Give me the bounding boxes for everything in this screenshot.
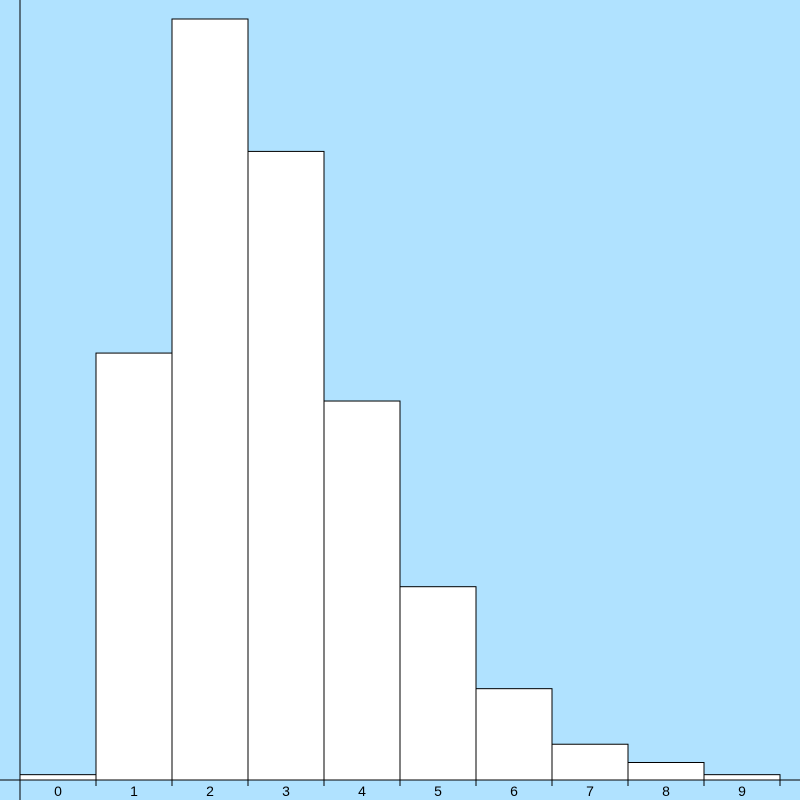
bar-7 [551, 743, 629, 781]
x-tick-label-8: 8 [662, 783, 670, 799]
bar-2 [171, 18, 249, 781]
bar-9 [703, 774, 781, 781]
bar-6 [475, 688, 553, 781]
x-tick-label-3: 3 [282, 783, 290, 799]
x-tick-label-9: 9 [738, 783, 746, 799]
bar-0 [19, 774, 97, 781]
x-tick-label-4: 4 [358, 783, 366, 799]
bar-1 [95, 352, 173, 781]
bar-3 [247, 150, 325, 781]
bar-5 [399, 586, 477, 781]
x-tick-label-7: 7 [586, 783, 594, 799]
x-tick-label-6: 6 [510, 783, 518, 799]
x-tick-label-0: 0 [54, 783, 62, 799]
bars-group [19, 18, 781, 781]
x-ticks-group: 0 1 2 3 4 5 6 7 8 9 [19, 780, 781, 799]
x-tick-label-5: 5 [434, 783, 442, 799]
x-tick-label-1: 1 [130, 783, 138, 799]
bar-4 [323, 400, 401, 781]
bar-8 [627, 761, 705, 781]
x-tick-label-2: 2 [206, 783, 214, 799]
